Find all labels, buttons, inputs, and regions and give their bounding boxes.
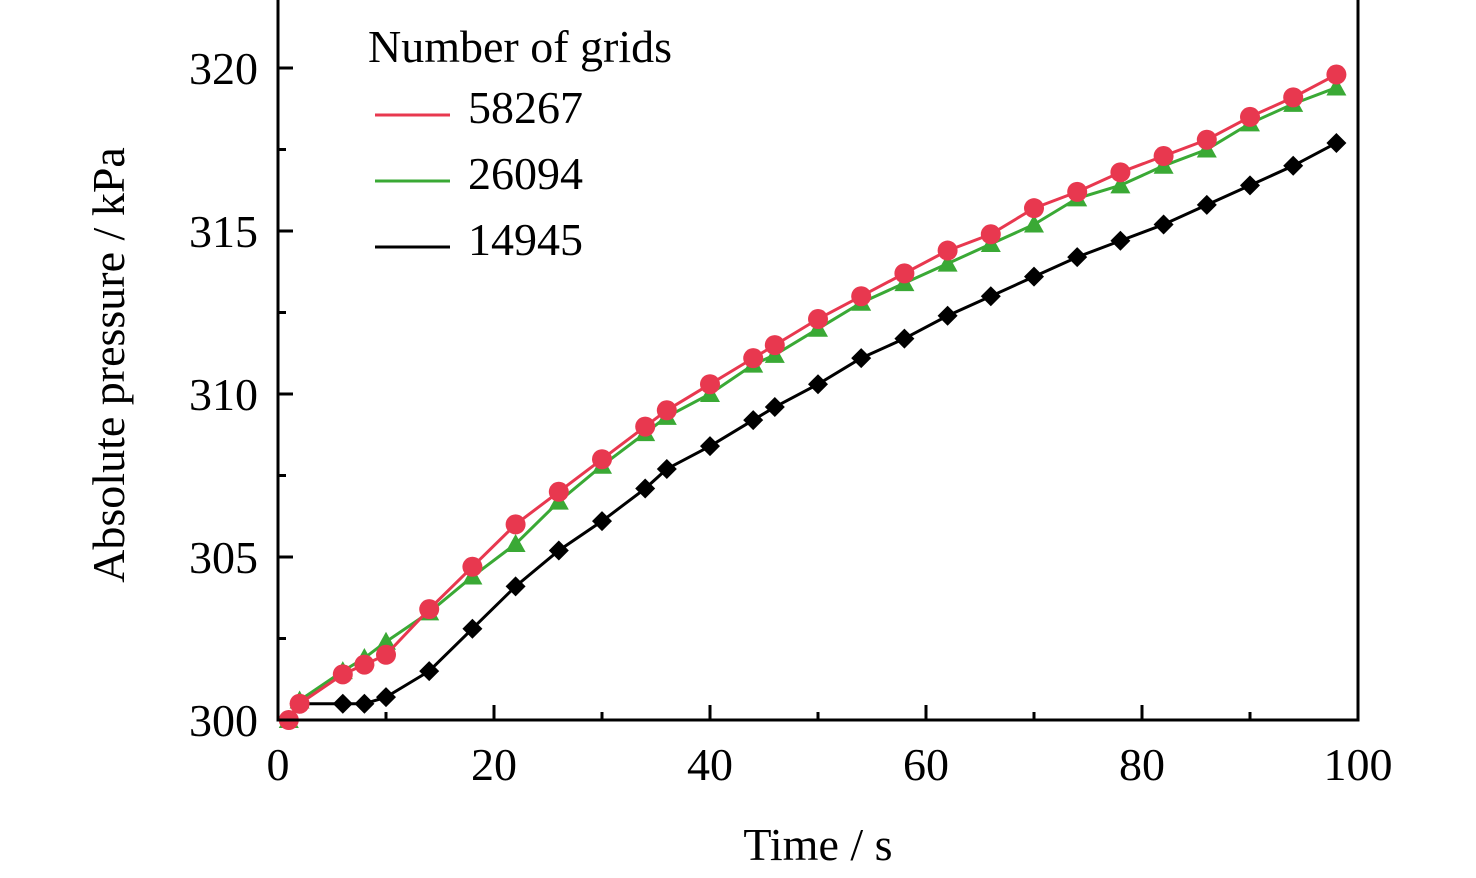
data-point-14945 (462, 618, 483, 639)
data-point-58267 (505, 514, 526, 535)
data-point-14945 (376, 687, 396, 708)
x-tick-label: 20 (471, 739, 517, 790)
data-point-14945 (505, 576, 526, 597)
y-tick-label: 320 (189, 43, 258, 94)
data-point-26094 (1024, 214, 1044, 233)
y-tick-label: 310 (189, 369, 258, 420)
x-tick-label: 100 (1324, 739, 1393, 790)
series-line-26094 (287, 86, 1337, 721)
data-point-58267 (1326, 64, 1347, 85)
data-point-14945 (592, 511, 612, 532)
data-point-58267 (1196, 129, 1217, 150)
data-point-14945 (743, 410, 764, 431)
x-tick-label: 40 (687, 739, 733, 790)
data-point-14945 (332, 693, 353, 714)
data-point-58267 (764, 335, 785, 356)
data-point-58267 (808, 309, 828, 330)
data-point-58267 (656, 400, 677, 421)
data-point-26094 (1326, 77, 1347, 96)
data-point-58267 (1067, 181, 1088, 202)
data-point-14945 (1024, 266, 1044, 287)
data-point-14945 (1067, 247, 1088, 268)
data-point-58267 (851, 286, 872, 307)
x-tick-label: 60 (903, 739, 949, 790)
data-point-26094 (505, 533, 526, 552)
data-point-14945 (1283, 155, 1304, 176)
data-point-26094 (1110, 175, 1131, 194)
data-point-58267 (635, 416, 656, 437)
data-point-58267 (1110, 162, 1131, 183)
data-point-14945 (937, 305, 958, 326)
axes: 0 20 40 60 80 100 300 305 310 315 320 (189, 43, 1393, 790)
data-point-26094 (376, 631, 396, 650)
data-point-58267 (1153, 146, 1174, 167)
plot-frame (276, 0, 1360, 722)
data-point-14945 (1240, 175, 1260, 196)
data-point-58267 (980, 224, 1001, 245)
data-point-14945 (1110, 230, 1131, 251)
data-point-58267 (548, 481, 569, 502)
legend-label: 58267 (468, 82, 583, 133)
legend-label: 26094 (468, 148, 583, 199)
x-tick-label: 80 (1119, 739, 1165, 790)
data-point-14945 (980, 286, 1001, 307)
x-tick-label: 0 (267, 739, 290, 790)
data-point-58267 (937, 240, 958, 261)
data-point-58267 (289, 693, 310, 714)
data-point-14945 (808, 374, 828, 395)
y-axis-title: Absolute pressure / kPa (83, 147, 134, 583)
data-point-14945 (1196, 194, 1217, 215)
data-point-14945 (1326, 132, 1347, 153)
legend: Number of grids 58267 26094 14945 (368, 21, 672, 265)
y-tick-label: 300 (189, 695, 258, 746)
data-point-58267 (1283, 87, 1304, 108)
data-point-58267 (462, 556, 483, 577)
data-point-14945 (1153, 214, 1174, 235)
data-point-14945 (894, 328, 915, 349)
data-point-58267 (743, 348, 764, 369)
series-26094 (278, 77, 1347, 728)
series-line-14945 (299, 141, 1338, 706)
data-point-58267 (1024, 198, 1044, 219)
data-point-58267 (894, 263, 915, 284)
data-point-14945 (656, 458, 677, 479)
x-axis-title: Time / s (743, 819, 892, 870)
series-14945 (289, 132, 1347, 714)
data-point-58267 (354, 654, 375, 675)
series-line-58267 (287, 73, 1338, 721)
data-point-26094 (937, 253, 958, 272)
data-point-14945 (764, 397, 785, 418)
plot-marks (278, 64, 1347, 730)
data-point-14945 (354, 693, 375, 714)
data-point-14945 (548, 540, 569, 561)
data-point-58267 (376, 644, 396, 665)
y-tick-label: 305 (189, 532, 258, 583)
legend-label: 14945 (468, 214, 583, 265)
data-point-58267 (332, 664, 353, 685)
data-point-58267 (592, 449, 612, 470)
data-point-14945 (851, 348, 872, 369)
data-point-58267 (1240, 106, 1260, 127)
y-tick-label: 315 (189, 206, 258, 257)
series-58267 (278, 64, 1347, 730)
data-point-58267 (419, 599, 440, 620)
data-point-58267 (700, 374, 720, 395)
data-point-14945 (700, 436, 720, 457)
data-point-14945 (635, 478, 656, 499)
data-point-14945 (419, 661, 440, 682)
legend-title: Number of grids (368, 21, 672, 72)
